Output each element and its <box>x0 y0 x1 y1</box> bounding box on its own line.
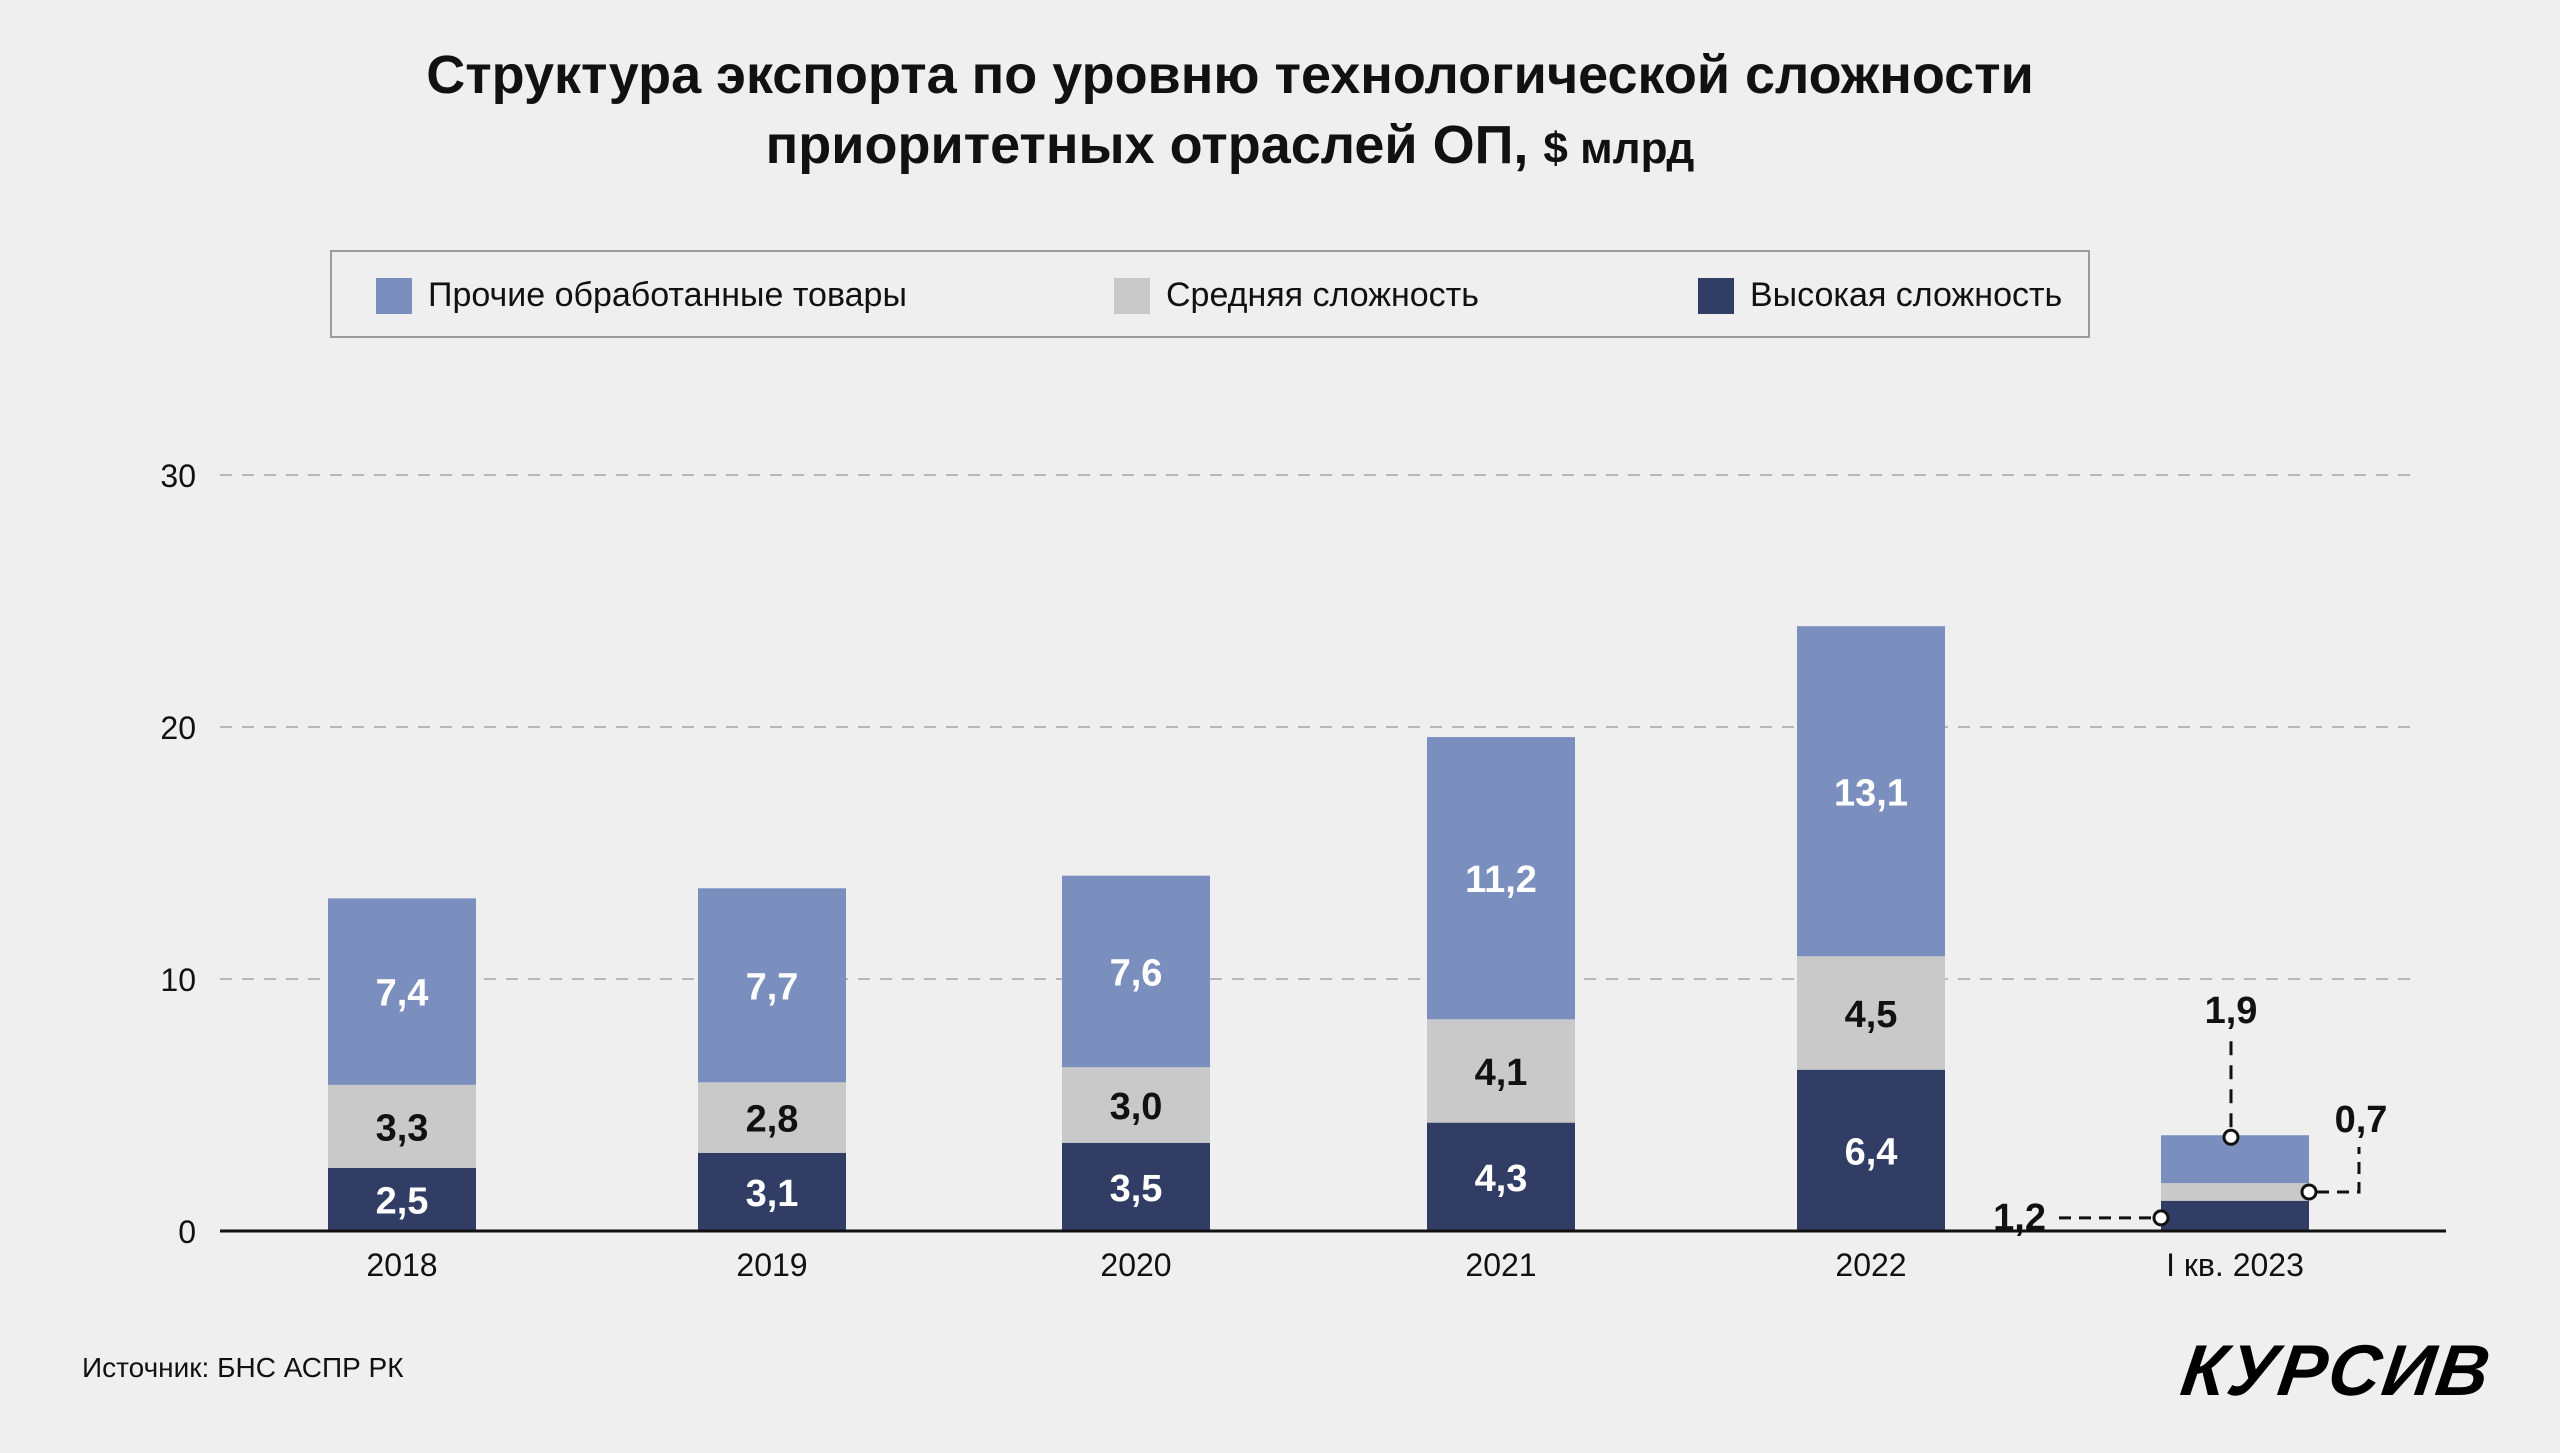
x-tick-label: 2021 <box>1465 1247 1536 1283</box>
x-tick-label: 2018 <box>366 1247 437 1283</box>
data-label: 3,0 <box>1110 1086 1163 1128</box>
bar-segment <box>2161 1200 2309 1231</box>
data-label: 0,7 <box>2335 1099 2388 1141</box>
legend-item-other: Прочие обработанные товары <box>376 276 907 315</box>
chart-title: Структура экспорта по уровню технологиче… <box>0 40 2460 184</box>
x-tick-label: I кв. 2023 <box>2166 1247 2304 1283</box>
data-label: 2,5 <box>376 1181 429 1223</box>
y-tick-label: 10 <box>160 962 196 998</box>
legend-label-medium: Средняя сложность <box>1166 276 1479 314</box>
y-tick-label: 30 <box>160 458 196 494</box>
legend-label-high: Высокая сложность <box>1750 276 2063 314</box>
bar-segment <box>1427 1122 1575 1231</box>
data-label: 7,4 <box>376 973 429 1015</box>
callout-marker <box>2222 1128 2240 1146</box>
data-label: 1,2 <box>1993 1197 2046 1239</box>
legend-swatch-other <box>376 277 412 314</box>
legend-item-high: Высокая сложность <box>1698 276 2062 315</box>
data-label: 4,3 <box>1475 1158 1528 1200</box>
legend-swatch-high <box>1698 277 1734 314</box>
legend-item-medium: Средняя сложность <box>1114 276 1479 315</box>
bar-segment <box>1062 875 1210 1068</box>
bar-segment <box>328 898 476 1085</box>
bar-segment <box>698 1152 846 1231</box>
x-tick-label: 2020 <box>1100 1247 1171 1283</box>
bar-segment <box>328 1168 476 1231</box>
legend-label-other: Прочие обработанные товары <box>428 276 907 314</box>
kursiv-logo: КУРСИВ <box>2176 1331 2497 1411</box>
bar-segment <box>698 888 846 1083</box>
data-label: 3,1 <box>746 1173 799 1215</box>
data-label: 4,1 <box>1475 1052 1528 1094</box>
callout-marker <box>2152 1209 2170 1227</box>
data-label: 3,5 <box>1110 1168 1163 1210</box>
x-tick-label: 2019 <box>736 1247 807 1283</box>
data-label: 11,2 <box>1465 859 1537 901</box>
data-label: 13,1 <box>1834 772 1908 814</box>
callout-marker <box>2300 1183 2318 1201</box>
x-tick-label: 2022 <box>1835 1247 1906 1283</box>
bar-segment <box>1797 626 1945 957</box>
data-label: 6,4 <box>1845 1131 1898 1173</box>
title-line-1: Структура экспорта по уровню технологиче… <box>426 45 2034 105</box>
bar-segment <box>1062 1142 1210 1231</box>
data-label: 2,8 <box>746 1099 799 1141</box>
data-label: 3,3 <box>376 1107 429 1149</box>
legend-swatch-medium <box>1114 277 1150 314</box>
data-label: 7,7 <box>746 966 799 1008</box>
data-label: 4,5 <box>1845 994 1898 1036</box>
bar-segment <box>2161 1183 2309 1201</box>
bar-segment <box>1427 737 1575 1020</box>
y-tick-label: 20 <box>160 710 196 746</box>
bar-segment <box>1797 1069 1945 1231</box>
bar-segment <box>1797 956 1945 1070</box>
title-line-2-text: приоритетных отраслей ОП, <box>765 115 1529 175</box>
data-label: 1,9 <box>2205 990 2258 1032</box>
callout-line <box>2317 1146 2361 1194</box>
bar-segment <box>1062 1067 1210 1143</box>
source-note: Источник: БНС АСПР РК <box>82 1352 404 1383</box>
y-tick-label: 0 <box>178 1214 196 1250</box>
title-line-2: приоритетных отраслей ОП, $ млрд <box>0 110 2460 184</box>
title-unit: $ млрд <box>1543 124 1695 173</box>
bar-segment <box>698 1082 846 1153</box>
bar-segment <box>1427 1019 1575 1123</box>
bar-segment <box>328 1084 476 1168</box>
legend: Прочие обработанные товары Средняя сложн… <box>330 250 2090 338</box>
data-label: 7,6 <box>1110 952 1163 994</box>
